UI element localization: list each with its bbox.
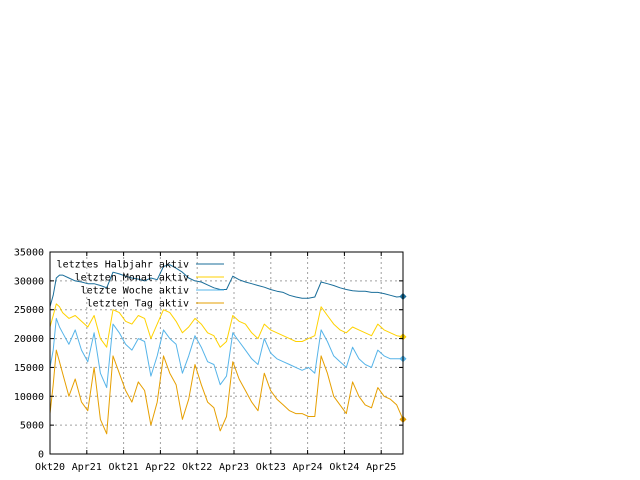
x-tick-label: Okt20 <box>35 462 65 473</box>
y-tick-label: 0 <box>38 450 44 461</box>
legend-label-2: letzte Woche aktiv <box>81 286 189 297</box>
y-axis: 0 5000 10000 15000 20000 25000 30000 35000 <box>14 248 403 461</box>
x-tick-label: Apr24 <box>293 462 323 473</box>
y-tick-label: 25000 <box>14 305 44 316</box>
x-axis: Okt20 Apr21 Okt21 Apr22 Okt22 Apr23 Okt23 Apr24… <box>35 252 396 473</box>
series-line-3 <box>49 349 404 435</box>
x-tick-label: Apr21 <box>72 462 102 473</box>
plot-frame <box>49 251 404 455</box>
legend-label-1: letzten Monat aktiv <box>75 273 189 284</box>
y-tick-label: 15000 <box>14 363 44 374</box>
y-tick-label: 5000 <box>20 421 44 432</box>
y-tick-label: 35000 <box>14 248 44 259</box>
legend: letztes Halbjahr aktiv letzten Monat akti… <box>57 260 224 310</box>
x-tick-label: Okt22 <box>182 462 212 473</box>
x-tick-label: Okt21 <box>109 462 139 473</box>
y-tick-label: 20000 <box>14 334 44 345</box>
grid <box>50 252 403 454</box>
x-tick-label: Okt24 <box>329 462 359 473</box>
x-tick-label: Apr25 <box>366 462 396 473</box>
y-tick-label: 10000 <box>14 392 44 403</box>
legend-label-3: letzten Tag aktiv <box>87 299 189 310</box>
legend-label-0: letztes Halbjahr aktiv <box>57 260 189 271</box>
x-tick-label: Apr23 <box>219 462 249 473</box>
series-line-1 <box>49 303 404 348</box>
x-tick-label: Apr22 <box>145 462 175 473</box>
y-tick-label: 30000 <box>14 276 44 287</box>
series-line-2 <box>49 317 403 389</box>
x-tick-label: Okt23 <box>256 462 286 473</box>
